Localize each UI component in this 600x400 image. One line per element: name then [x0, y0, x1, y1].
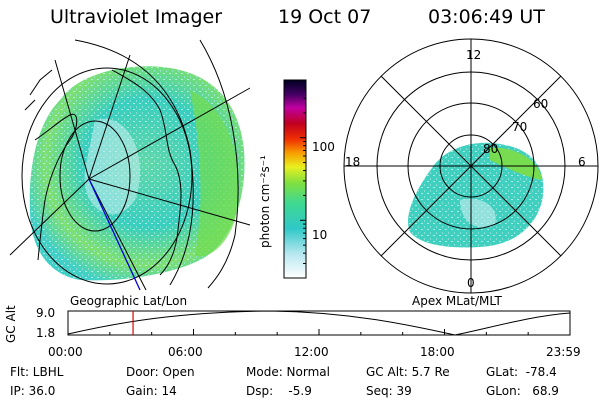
altitude-x-ticks: [67, 329, 571, 335]
colorbar-unit-label: photon cm⁻²s⁻¹: [258, 155, 272, 248]
info-door: Door: Open: [126, 365, 195, 379]
info-dsp: Dsp: -5.9: [246, 384, 312, 398]
altitude-curve: [67, 310, 571, 336]
info-gain: Gain: 14: [126, 384, 177, 398]
altitude-xtick-1200: 12:00: [294, 345, 329, 359]
mlat-label-70: 70: [512, 120, 528, 134]
altitude-plot: [67, 310, 571, 336]
date-label: 19 Oct 07: [278, 6, 372, 28]
info-glat: GLat: -78.4: [486, 365, 557, 379]
altitude-ytick-max: 9.0: [36, 306, 56, 320]
mlt-label-6: 6: [578, 155, 586, 169]
mlat-label-60: 60: [533, 97, 549, 111]
altitude-xtick-1800: 18:00: [420, 345, 455, 359]
altitude-ylabel: GC Alt: [4, 305, 18, 343]
colorbar-tick-100: 100: [312, 140, 335, 154]
altitude-xtick-2359: 23:59: [546, 345, 581, 359]
left-panel-caption: Geographic Lat/Lon: [70, 294, 188, 308]
mlt-label-0: 0: [467, 276, 475, 290]
sun-direction-line: [88, 178, 141, 291]
mlt-label-18: 18: [345, 155, 361, 169]
altitude-xtick-0600: 06:00: [168, 345, 203, 359]
right-panel-caption: Apex MLat/MLT: [412, 294, 502, 308]
altitude-xtick-0000: 00:00: [48, 345, 83, 359]
info-flt: Flt: LBHL: [10, 365, 64, 379]
colorbar-tick-10: 10: [312, 228, 328, 242]
time-label: 03:06:49 UT: [428, 6, 545, 28]
info-gcalt: GC Alt: 5.7 Re: [366, 365, 450, 379]
info-mode: Mode: Normal: [246, 365, 330, 379]
info-glon: GLon: 68.9: [486, 384, 559, 398]
info-ip: IP: 36.0: [10, 384, 56, 398]
instrument-title: Ultraviolet Imager: [50, 6, 223, 28]
altitude-ytick-min: 1.8: [36, 326, 56, 340]
polar-plot: [343, 38, 599, 294]
colorbar: [283, 79, 307, 279]
mlt-label-12: 12: [466, 48, 482, 62]
colorbar-ticks: [300, 87, 306, 264]
mlat-label-80: 80: [483, 142, 499, 156]
geographic-map: [9, 39, 251, 291]
info-seq: Seq: 39: [366, 384, 412, 398]
